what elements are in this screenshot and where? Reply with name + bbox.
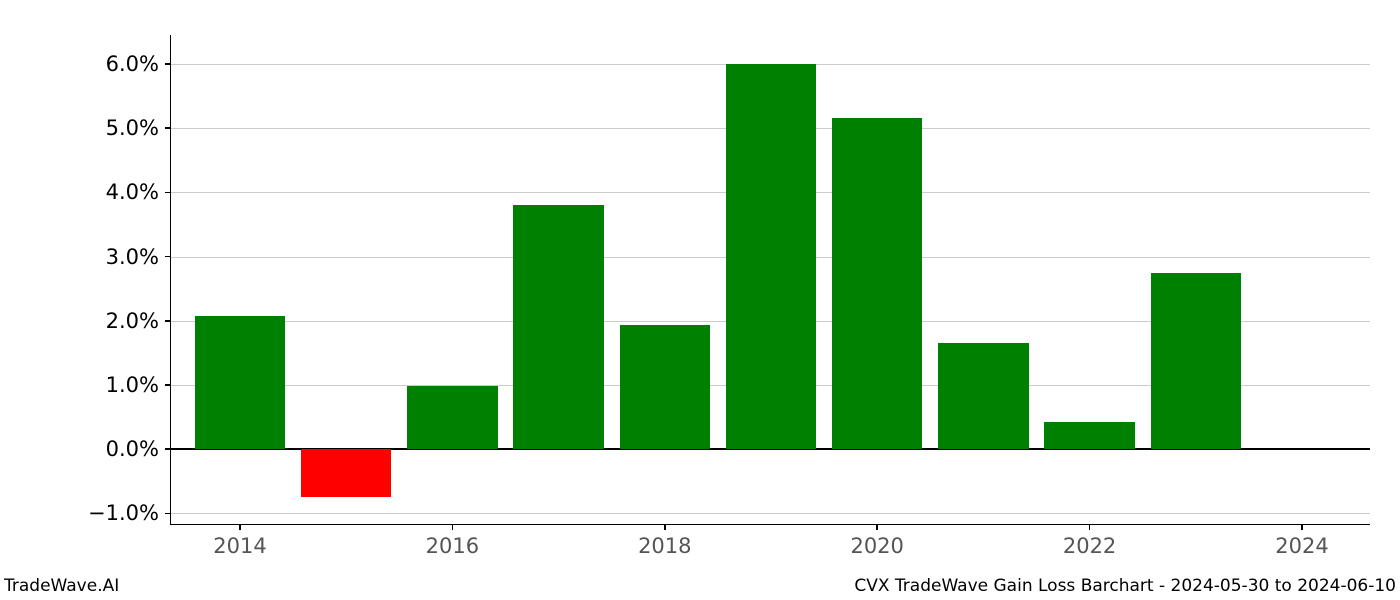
- y-gridline: [171, 513, 1370, 514]
- y-tick-label: 5.0%: [106, 116, 171, 140]
- bar-2020: [832, 118, 922, 449]
- bar-2015: [301, 449, 391, 497]
- bar-2022: [1044, 422, 1134, 449]
- x-tick-label: 2014: [213, 524, 266, 558]
- footer-caption: CVX TradeWave Gain Loss Barchart - 2024-…: [854, 576, 1396, 596]
- x-tick-label: 2022: [1063, 524, 1116, 558]
- bar-2023: [1151, 273, 1241, 450]
- bar-2017: [513, 205, 603, 449]
- y-tick-label: 0.0%: [106, 437, 171, 461]
- y-tick-label: 3.0%: [106, 245, 171, 269]
- bar-2014: [195, 316, 285, 450]
- chart-stage: −1.0% 0.0% 1.0% 2.0% 3.0% 4.0% 5.0% 6.0% 2014 201…: [0, 0, 1400, 600]
- bar-2021: [938, 343, 1028, 449]
- y-tick-label: 6.0%: [106, 52, 171, 76]
- plot-area: −1.0%0.0%1.0%2.0%3.0%4.0%5.0%6.0%2014201…: [170, 35, 1370, 525]
- y-tick-label: −1.0%: [88, 501, 171, 525]
- x-tick-label: 2018: [638, 524, 691, 558]
- bar-2018: [620, 325, 710, 449]
- x-tick-label: 2016: [426, 524, 479, 558]
- bar-2016: [407, 386, 497, 449]
- y-tick-label: 2.0%: [106, 309, 171, 333]
- bar-2019: [726, 64, 816, 449]
- x-tick-label: 2024: [1275, 524, 1328, 558]
- footer-brand: TradeWave.AI: [4, 576, 119, 596]
- y-tick-label: 4.0%: [106, 180, 171, 204]
- x-tick-label: 2020: [850, 524, 903, 558]
- y-tick-label: 1.0%: [106, 373, 171, 397]
